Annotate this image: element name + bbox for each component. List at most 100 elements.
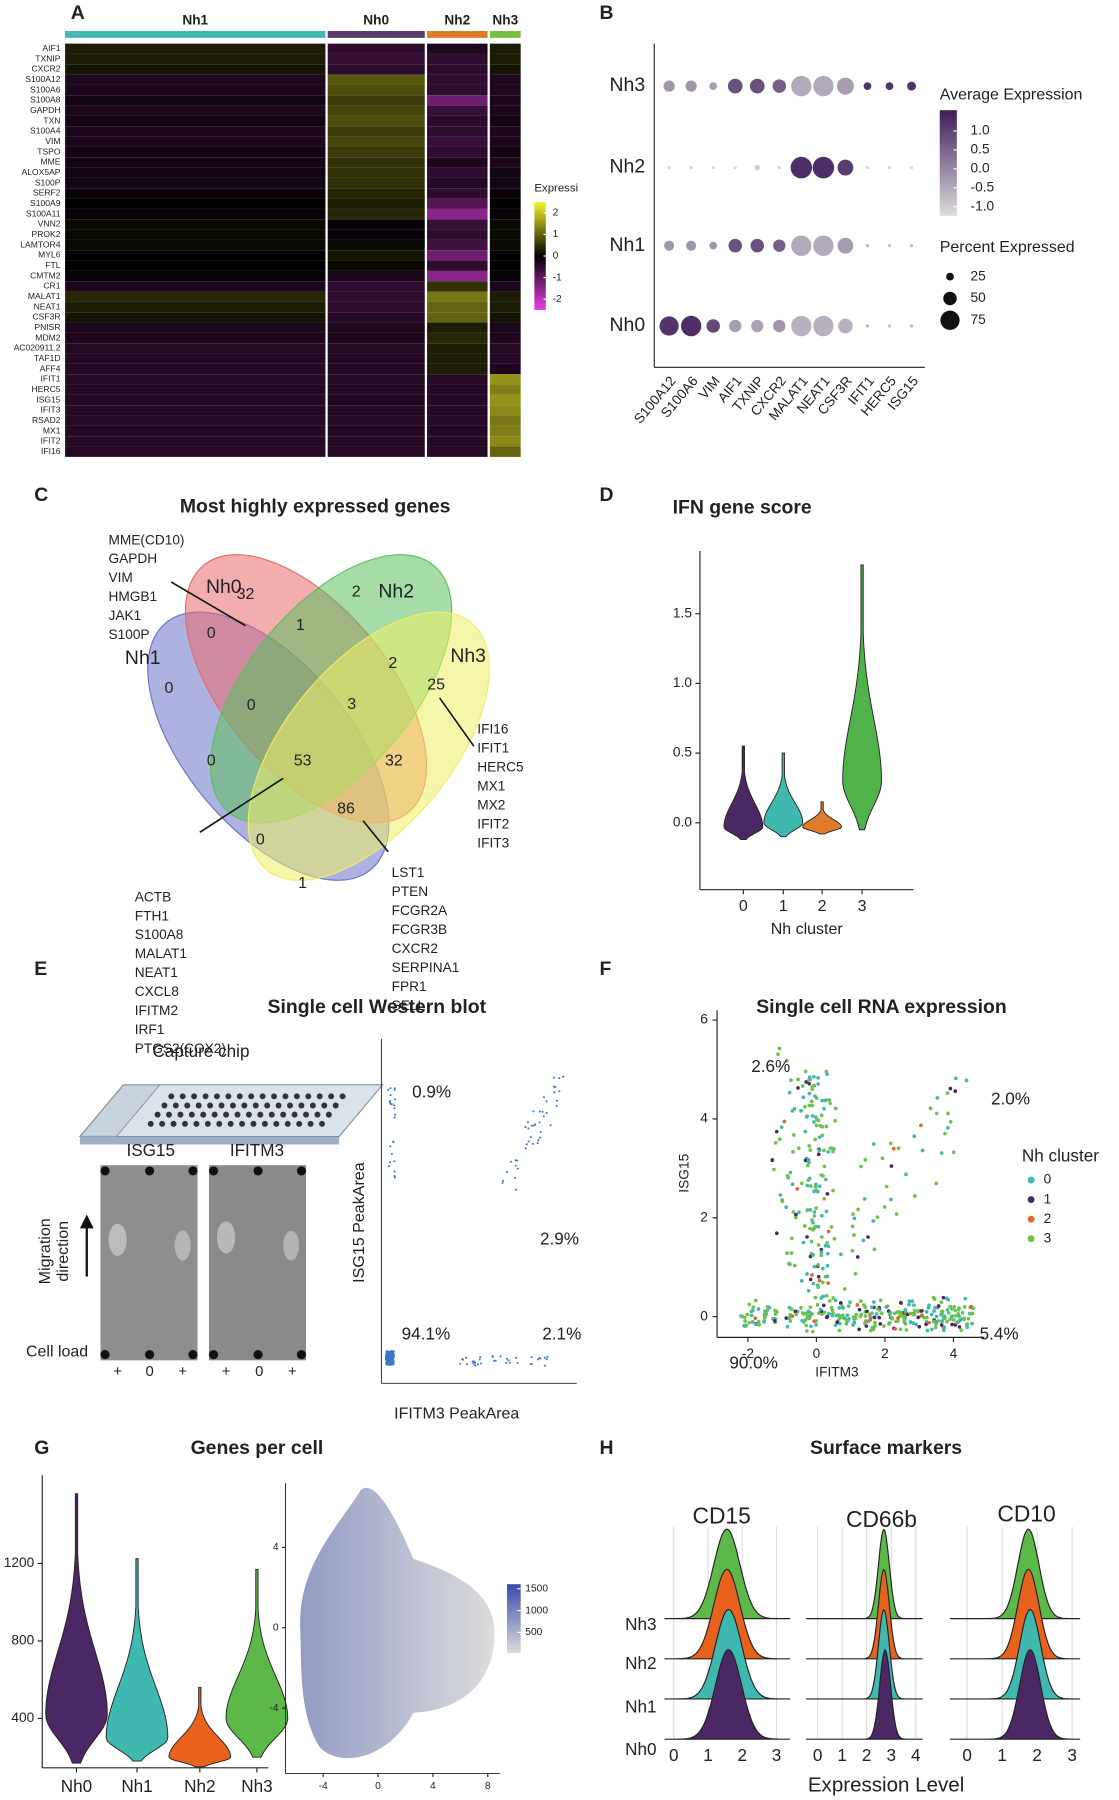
heatmap-cell <box>65 43 326 54</box>
cell-point <box>841 1313 845 1318</box>
cell-point <box>801 1319 806 1324</box>
cell-point <box>939 1300 944 1304</box>
cell-point <box>914 1322 918 1327</box>
chip-drawing <box>78 1084 384 1145</box>
cell-point <box>922 1315 926 1320</box>
cell-point <box>799 1108 803 1113</box>
cell-point <box>545 1111 548 1114</box>
gene-label: MME <box>41 157 61 167</box>
heatmap-cell <box>489 198 521 209</box>
heatmap-cell <box>427 301 488 313</box>
cell-point <box>459 1362 462 1365</box>
region-count: 0 <box>165 679 174 697</box>
dot <box>709 241 718 250</box>
region-count: 0 <box>207 751 216 769</box>
cell-point <box>790 1236 794 1241</box>
cell-point <box>541 1110 544 1113</box>
colorbar-tick-label: 0.5 <box>971 142 990 157</box>
cell-point <box>878 1321 883 1326</box>
cell-point <box>919 1123 923 1128</box>
cell-point <box>826 1150 831 1154</box>
chip-well <box>293 1093 300 1100</box>
heatmap-cell <box>427 115 488 127</box>
cell-point <box>825 1274 830 1279</box>
cell-point <box>863 1314 868 1318</box>
cell-point <box>796 1077 800 1082</box>
dot <box>791 235 812 256</box>
cell-point <box>940 1319 945 1323</box>
heatmap-cell <box>427 374 488 385</box>
cell-point <box>927 1303 931 1308</box>
gene-annotation: MX2 <box>477 797 505 812</box>
cell-point <box>389 1161 392 1164</box>
cell-point <box>493 1359 496 1363</box>
cell-point <box>791 1210 796 1214</box>
colorbar-tick-label: -1.0 <box>971 198 995 213</box>
heatmap-cell <box>327 322 425 333</box>
cluster-label: Nh3 <box>492 12 518 27</box>
cell-point <box>391 1140 395 1143</box>
cell-point <box>884 1305 889 1309</box>
cell-point <box>912 1134 917 1139</box>
cell-point <box>527 1140 530 1143</box>
embedding-cloud <box>300 1487 495 1759</box>
cell-point <box>804 1311 808 1316</box>
region-count: 2 <box>352 583 361 601</box>
heatmap-cell <box>427 394 488 406</box>
heatmap-cell <box>427 136 488 147</box>
cell-point <box>818 1307 823 1312</box>
cell-point <box>846 1304 851 1308</box>
heatmap-cell <box>489 219 521 230</box>
gene-annotation: HERC5 <box>477 760 524 775</box>
cell-point <box>816 1285 821 1290</box>
colorbar-tick-label: 0.0 <box>971 160 990 175</box>
direction-label: Migration <box>36 1218 54 1284</box>
cell-point <box>753 1316 758 1321</box>
heatmap-cell <box>327 219 425 230</box>
chip-well <box>159 1120 166 1127</box>
cell-point <box>393 1160 396 1163</box>
panel-title: CD66b <box>846 1506 917 1532</box>
cell-point <box>929 1312 934 1317</box>
x-tick-label: 0 <box>813 1745 823 1765</box>
x-tick-label: -2 <box>742 1346 754 1361</box>
cell-point <box>899 1311 904 1316</box>
cell-point <box>868 1317 873 1322</box>
cell-point <box>924 1322 928 1327</box>
gene-annotation: GAPDH <box>108 551 157 566</box>
y-tick-label: 2 <box>700 1209 708 1224</box>
cell-point <box>814 1323 818 1327</box>
dot <box>909 324 914 328</box>
heatmap-cell <box>489 146 521 158</box>
cell-point <box>842 1287 847 1291</box>
cell-point <box>819 1250 824 1255</box>
heatmap-cell <box>489 177 521 189</box>
y-tick-label: 0 <box>273 1622 279 1633</box>
dot <box>706 319 720 333</box>
cell-point <box>817 1278 822 1283</box>
violin <box>168 1686 232 1768</box>
dot <box>813 235 834 256</box>
heatmap-cell <box>427 74 488 85</box>
cell-point <box>531 1142 535 1145</box>
chip-well <box>225 1093 232 1100</box>
heatmap-cell <box>327 64 425 75</box>
colorbar-tick-label: 2 <box>553 208 559 219</box>
cell-point <box>857 1327 861 1332</box>
chip-well <box>282 1093 289 1100</box>
cell-point <box>801 1240 806 1245</box>
cell-point <box>777 1137 782 1142</box>
heatmap-cell <box>327 74 425 85</box>
row-label: Nh3 <box>625 1614 656 1634</box>
dot <box>909 244 914 248</box>
heatmap-cell <box>427 260 488 271</box>
cell-point <box>789 1307 794 1312</box>
heatmap-cell <box>65 415 326 426</box>
cell-point <box>806 1178 811 1182</box>
heatmap-cell <box>65 436 326 447</box>
heatmap-cell <box>65 239 326 251</box>
chip-well <box>179 1093 186 1100</box>
heatmap-cell <box>489 157 521 168</box>
heatmap-cell <box>489 322 521 333</box>
cell-point <box>834 1313 839 1318</box>
